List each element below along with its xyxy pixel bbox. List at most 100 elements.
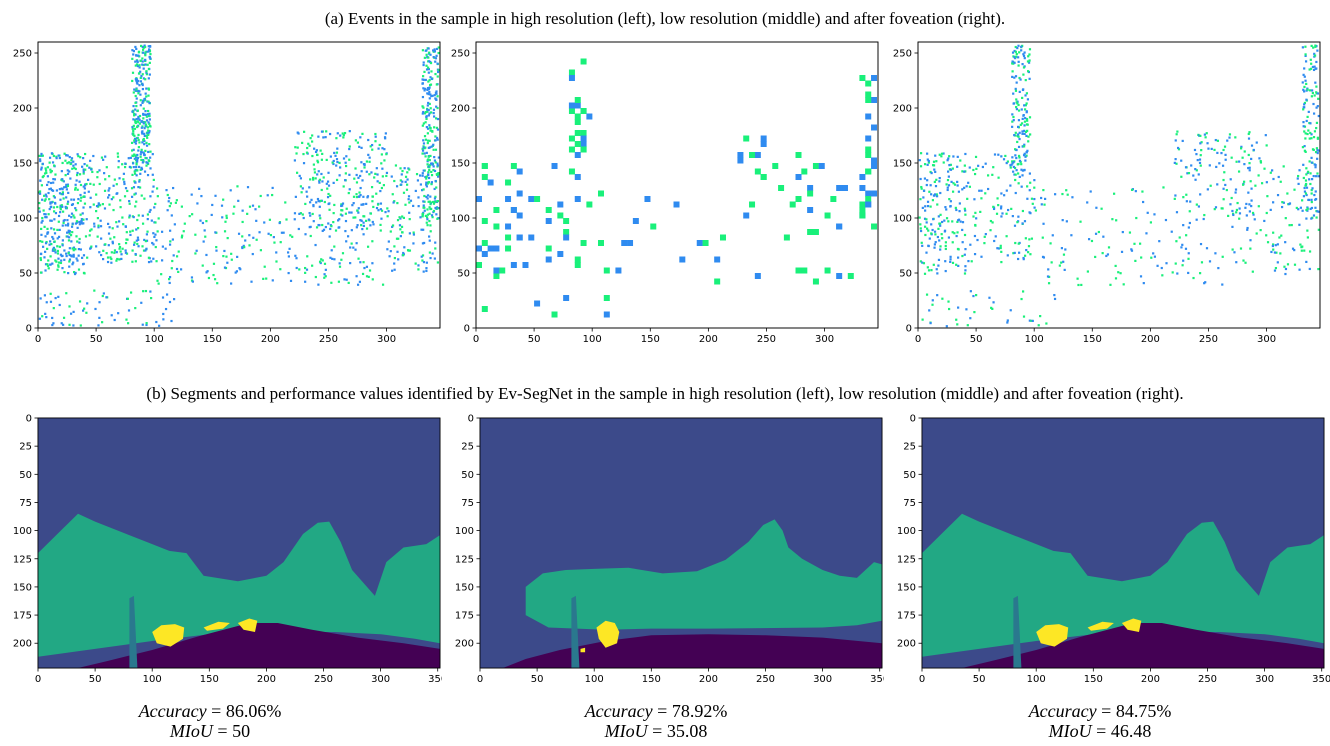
event-point bbox=[580, 135, 587, 142]
event-point bbox=[1018, 159, 1022, 162]
event-point bbox=[361, 272, 365, 276]
event-point bbox=[369, 212, 373, 215]
event-point bbox=[318, 181, 321, 184]
event-point bbox=[66, 154, 69, 157]
event-point bbox=[52, 195, 55, 198]
event-point bbox=[148, 122, 151, 125]
event-point bbox=[357, 211, 360, 214]
event-point bbox=[1310, 188, 1313, 192]
event-point bbox=[408, 249, 412, 252]
event-point bbox=[969, 243, 972, 246]
event-point bbox=[1027, 55, 1030, 58]
event-point bbox=[89, 206, 92, 209]
event-point bbox=[1025, 151, 1028, 154]
event-point bbox=[1011, 62, 1014, 65]
event-point bbox=[425, 181, 428, 184]
event-point bbox=[1310, 156, 1313, 159]
event-point bbox=[140, 148, 143, 151]
event-point bbox=[194, 252, 197, 255]
event-point bbox=[933, 180, 936, 184]
event-point bbox=[57, 265, 60, 268]
event-point bbox=[41, 162, 44, 165]
event-point bbox=[78, 220, 81, 224]
event-point bbox=[436, 207, 439, 210]
event-point bbox=[1025, 117, 1029, 121]
seg-foveated-xtick-label: 100 bbox=[1027, 674, 1046, 685]
event-point bbox=[939, 248, 942, 251]
event-point bbox=[597, 190, 604, 197]
event-point bbox=[1293, 263, 1297, 266]
seg-high-segments bbox=[38, 418, 440, 668]
event-point bbox=[47, 213, 50, 216]
event-point bbox=[301, 187, 304, 190]
event-point bbox=[1022, 54, 1026, 57]
event-point bbox=[347, 191, 350, 195]
event-point bbox=[65, 188, 68, 191]
event-point bbox=[38, 191, 41, 194]
event-point bbox=[100, 156, 104, 159]
event-point bbox=[67, 161, 71, 164]
event-point bbox=[580, 141, 587, 147]
event-point bbox=[959, 220, 962, 223]
event-point bbox=[749, 201, 756, 208]
event-point bbox=[314, 150, 318, 154]
event-point bbox=[481, 218, 488, 224]
event-point bbox=[50, 219, 53, 222]
event-point bbox=[923, 177, 927, 180]
event-point bbox=[427, 114, 430, 117]
event-point bbox=[71, 167, 74, 170]
event-point bbox=[1265, 144, 1268, 147]
event-point bbox=[937, 215, 940, 218]
event-point bbox=[144, 249, 147, 252]
event-point bbox=[49, 202, 52, 205]
event-point bbox=[963, 164, 966, 167]
event-point bbox=[101, 203, 104, 206]
event-point bbox=[41, 198, 44, 201]
event-point bbox=[574, 196, 581, 202]
event-point bbox=[1094, 255, 1097, 259]
event-point bbox=[311, 176, 315, 180]
event-point bbox=[1206, 188, 1209, 191]
event-point bbox=[355, 242, 358, 245]
event-point bbox=[237, 199, 240, 202]
event-point bbox=[89, 247, 92, 250]
event-point bbox=[505, 234, 512, 241]
event-point bbox=[1269, 171, 1272, 174]
event-point bbox=[417, 268, 420, 271]
event-point bbox=[1026, 119, 1029, 122]
event-point bbox=[1120, 250, 1124, 253]
event-point bbox=[1090, 239, 1094, 243]
event-point bbox=[958, 210, 961, 213]
event-point bbox=[1173, 161, 1176, 164]
event-point bbox=[1017, 125, 1020, 128]
event-point bbox=[545, 207, 552, 213]
event-point bbox=[1042, 188, 1045, 192]
event-point bbox=[1033, 206, 1036, 209]
seg-foveated-xtick-label: 50 bbox=[973, 674, 986, 685]
event-point bbox=[78, 223, 81, 226]
event-point bbox=[379, 202, 383, 205]
seg-low-ytick-label: 100 bbox=[455, 526, 474, 537]
event-point bbox=[318, 205, 321, 208]
miou-value: 50 bbox=[232, 721, 251, 741]
event-point bbox=[1011, 160, 1014, 163]
event-point bbox=[1017, 109, 1021, 112]
event-point bbox=[1023, 104, 1026, 107]
event-point bbox=[871, 163, 878, 169]
event-point bbox=[72, 246, 76, 249]
event-point bbox=[1175, 133, 1178, 136]
event-point bbox=[57, 154, 60, 157]
event-point bbox=[146, 113, 150, 116]
event-point bbox=[1316, 49, 1319, 52]
event-point bbox=[975, 217, 978, 220]
event-point bbox=[991, 173, 994, 176]
event-point bbox=[68, 323, 71, 326]
event-point bbox=[303, 130, 306, 133]
event-point bbox=[329, 132, 332, 136]
event-point bbox=[152, 185, 155, 188]
event-point bbox=[429, 224, 432, 227]
event-point bbox=[1276, 261, 1279, 264]
event-point bbox=[143, 238, 146, 242]
event-point bbox=[650, 223, 657, 230]
event-point bbox=[362, 224, 365, 228]
